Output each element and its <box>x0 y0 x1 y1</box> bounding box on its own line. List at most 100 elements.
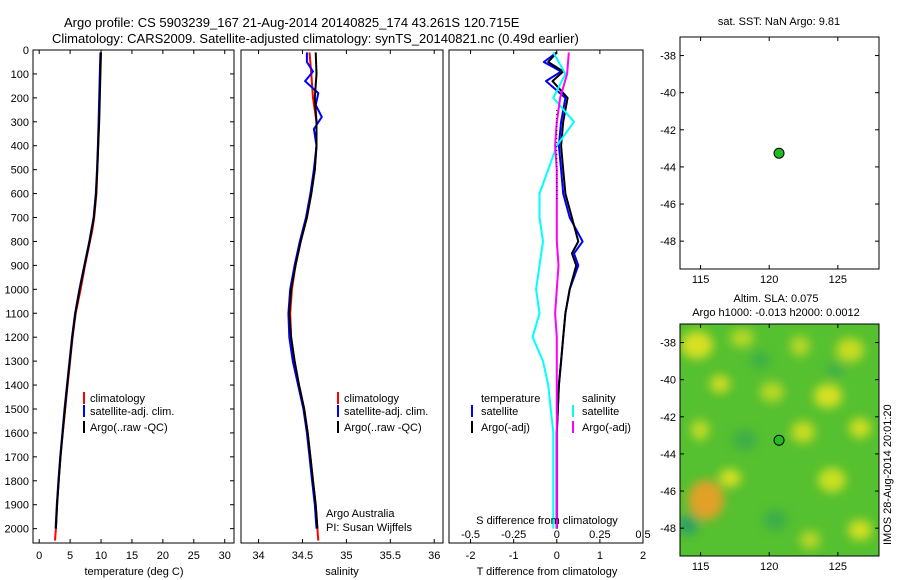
argo-location-marker <box>773 434 785 446</box>
difference-legend: temperature salinity satellite Argo(-adj… <box>471 393 631 434</box>
x-tick-label: -2 <box>466 550 476 562</box>
x-tick-label: 2 <box>640 550 646 562</box>
map-y-tick-label: -42 <box>660 125 676 137</box>
y-tick-label: 800 <box>11 236 29 248</box>
sla-map-frame <box>679 323 880 557</box>
x-tick-label: 35.5 <box>380 550 401 562</box>
y-tick-label: 700 <box>11 213 29 225</box>
series-s-satellite <box>531 51 575 529</box>
sla-heatmap <box>680 324 879 556</box>
owner-line2: PI: Susan Wijffels <box>326 522 412 534</box>
y-tick-label: 1300 <box>5 356 29 368</box>
header-line2: Climatology: CARS2009. Satellite-adjuste… <box>52 31 579 46</box>
salinity-legend: climatology satellite-adj. clim. Argo(..… <box>326 392 428 534</box>
map-x-tick-label: 120 <box>760 561 778 573</box>
x-tick-label: 5 <box>67 550 73 562</box>
map-y-tick-label: -44 <box>660 449 676 461</box>
map-x-tick-label: 120 <box>760 274 778 286</box>
salinity-panel-frame <box>240 49 444 544</box>
x2-tick-label: 0.5 <box>635 529 650 541</box>
series-s-argo-adj- <box>554 52 570 529</box>
diff-legend-s-satellite: satellite <box>582 406 619 418</box>
map-x-tick-label: 125 <box>829 561 847 573</box>
sla-map-title2: Argo h1000: -0.013 h2000: 0.0012 <box>692 307 860 319</box>
sal-legend-satellite: satellite-adj. clim. <box>344 406 428 418</box>
y-tick-label: 900 <box>11 260 29 272</box>
series-t-argo-adj- <box>547 51 580 529</box>
header-line1: Argo profile: CS 5903239_167 21-Aug-2014… <box>64 15 520 30</box>
x2-tick-label: -0.25 <box>501 529 526 541</box>
temperature-panel-series <box>54 52 102 541</box>
map-y-tick-label: -46 <box>660 486 676 498</box>
y-tick-label: 1100 <box>5 308 29 320</box>
salinity-xlabel: salinity <box>325 566 359 578</box>
x-tick-label: 34.5 <box>292 550 313 562</box>
map-y-tick-label: -48 <box>660 236 676 248</box>
temperature-panel-frame <box>32 49 235 544</box>
x-tick-label: 0 <box>36 550 42 562</box>
y-tick-label: 2000 <box>5 524 29 536</box>
series-satellite-adj-clim- <box>54 52 102 529</box>
y-tick-label: 1800 <box>5 476 29 488</box>
x-tick-label: 34 <box>252 550 264 562</box>
y-tick-label: 1900 <box>5 500 29 512</box>
y-tick-label: 200 <box>11 93 29 105</box>
y-tick-label: 1400 <box>5 380 29 392</box>
temp-legend-argo: Argo(..raw -QC) <box>90 422 168 434</box>
map-y-tick-label: -44 <box>660 162 676 174</box>
x2-tick-label: 0.25 <box>589 529 610 541</box>
x-tick-label: 0 <box>554 550 560 562</box>
map-x-tick-label: 115 <box>692 561 710 573</box>
sst-map-frame <box>679 36 880 270</box>
x-tick-label: 20 <box>157 550 169 562</box>
diff-legend-title-temperature: temperature <box>481 393 540 405</box>
y-tick-label: 1000 <box>5 284 29 296</box>
x-tick-label: 25 <box>188 550 200 562</box>
temperature-xlabel: temperature (deg C) <box>84 566 183 578</box>
series-climatology <box>289 52 320 541</box>
series-argo-raw-qc- <box>288 52 319 529</box>
x-tick-label: -1 <box>509 550 519 562</box>
y-tick-label: 300 <box>11 117 29 129</box>
y-tick-label: 1600 <box>5 428 29 440</box>
y-tick-label: 0 <box>23 45 29 57</box>
map-y-tick-label: -48 <box>660 523 676 535</box>
sal-legend-climatology: climatology <box>344 393 400 405</box>
x-tick-label: 30 <box>219 550 231 562</box>
x-tick-label: 15 <box>126 550 138 562</box>
map-y-tick-label: -38 <box>660 338 676 350</box>
sla-side-label: IMOS 28-Aug-2014 20:01:20 <box>882 404 894 545</box>
map-x-tick-label: 125 <box>829 274 847 286</box>
temp-legend-satellite: satellite-adj. clim. <box>90 406 174 418</box>
diff-legend-s-argo: Argo(-adj) <box>582 422 631 434</box>
x-tick-label: 36 <box>428 550 440 562</box>
sal-legend-argo: Argo(..raw -QC) <box>344 422 422 434</box>
y-tick-label: 500 <box>11 165 29 177</box>
x2-tick-label: 0 <box>554 529 560 541</box>
difference-xlabel: T difference from climatology <box>477 566 618 578</box>
x2-tick-label: -0.5 <box>461 529 480 541</box>
y-tick-label: 1500 <box>5 404 29 416</box>
map-y-tick-label: -40 <box>660 375 676 387</box>
difference-xlabel2: S difference from climatology <box>476 515 618 527</box>
map-y-tick-label: -42 <box>660 412 676 424</box>
map-y-tick-label: -38 <box>660 51 676 63</box>
y-tick-label: 600 <box>11 189 29 201</box>
diff-legend-t-satellite: satellite <box>481 406 518 418</box>
diff-legend-title-salinity: salinity <box>582 393 616 405</box>
series-argo-raw-qc- <box>54 52 102 529</box>
difference-panel-series <box>531 51 584 529</box>
temperature-legend: climatology satellite-adj. clim. Argo(..… <box>83 392 174 434</box>
y-tick-label: 400 <box>11 141 29 153</box>
x-tick-label: 1 <box>597 550 603 562</box>
temp-legend-climatology: climatology <box>90 393 146 405</box>
map-x-tick-label: 115 <box>692 274 710 286</box>
map-y-tick-label: -46 <box>660 199 676 211</box>
argo-location-marker <box>773 147 785 159</box>
map-y-tick-label: -40 <box>660 88 676 100</box>
y-tick-label: 100 <box>11 69 29 81</box>
x-tick-label: 35 <box>340 550 352 562</box>
y-tick-label: 1200 <box>5 332 29 344</box>
diff-legend-t-argo: Argo(-adj) <box>481 422 530 434</box>
